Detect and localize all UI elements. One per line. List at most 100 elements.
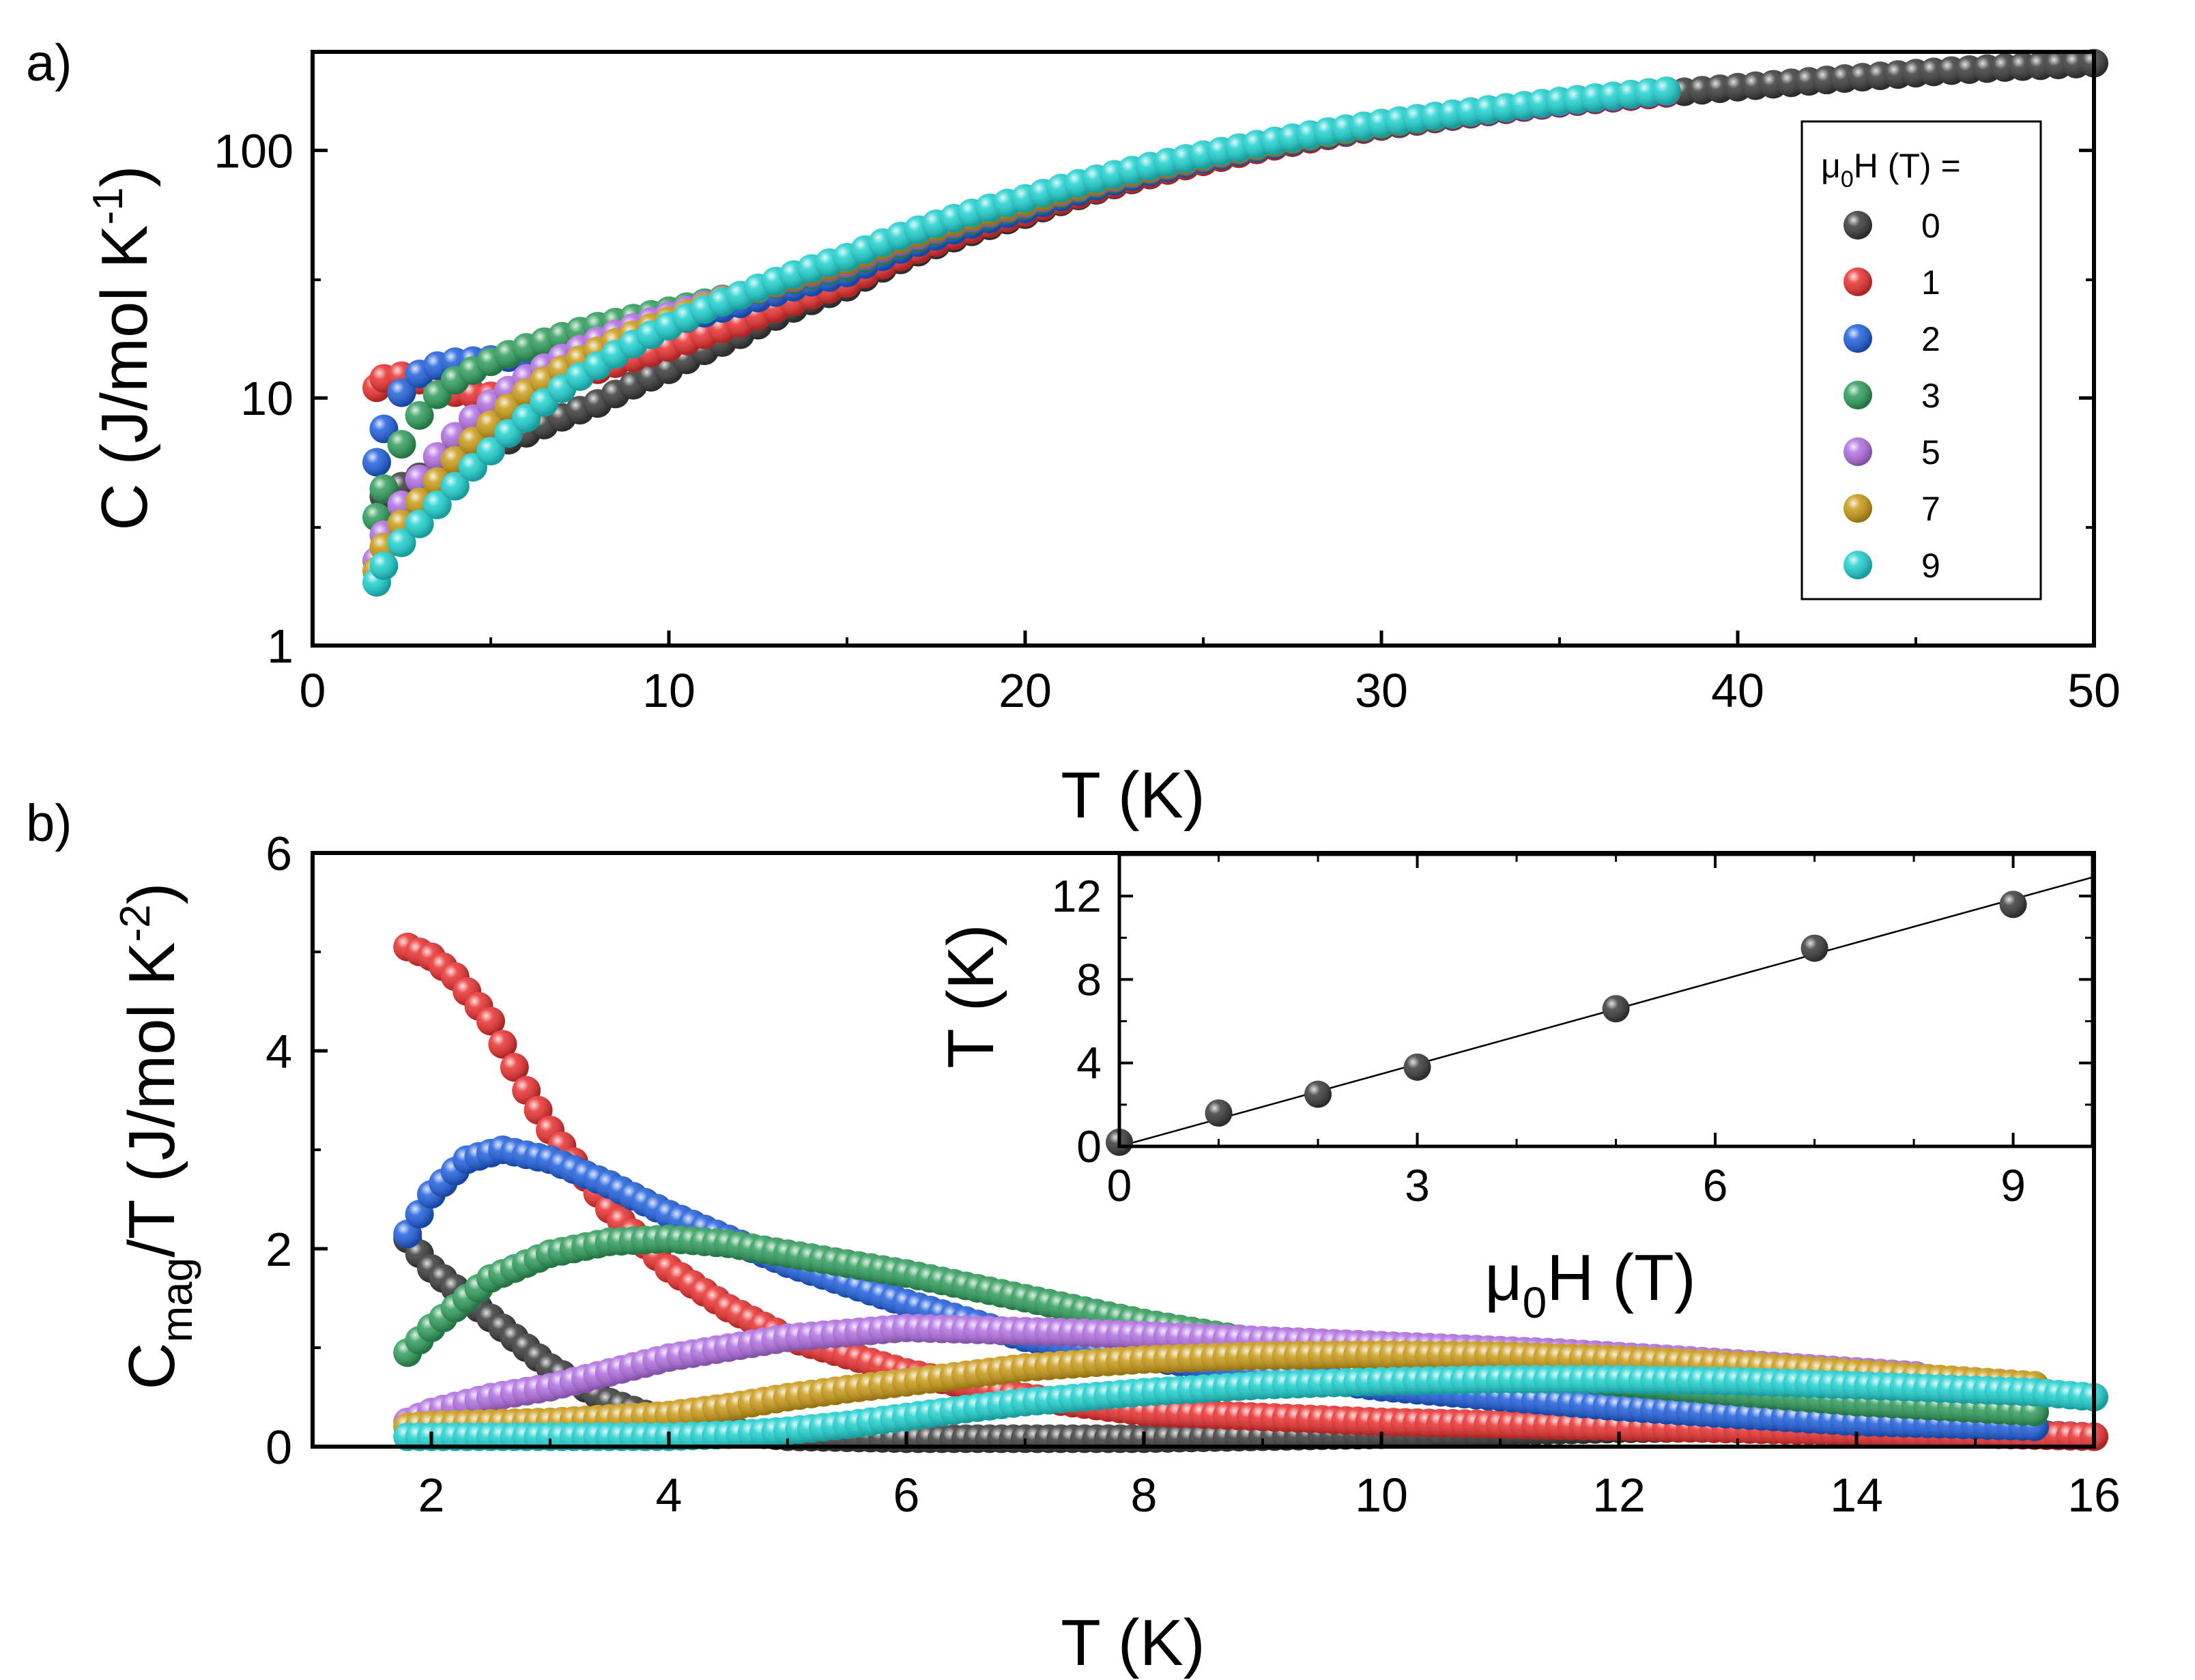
legend-label: 7 <box>1921 490 1940 528</box>
panel-a-xlabel: T (K) <box>1061 759 1205 832</box>
inset-point-shade <box>1304 1080 1332 1108</box>
b-point-shade <box>500 1053 529 1082</box>
b-xtick-label: 10 <box>1355 1468 1408 1522</box>
a-ytick-label: 1 <box>267 620 293 673</box>
b-xtick-label: 16 <box>2067 1468 2121 1522</box>
legend-title: μ0H (T) = <box>1821 147 1961 192</box>
b-xtick-label: 6 <box>893 1468 920 1522</box>
b-point <box>488 1030 517 1059</box>
legend-label: 9 <box>1921 547 1940 585</box>
legend-item-2: 2 <box>1843 320 1940 358</box>
inset-point <box>1304 1080 1332 1108</box>
legend-marker <box>1843 551 1872 579</box>
inset-point-shade <box>1999 890 2027 918</box>
legend-item-1: 1 <box>1843 263 1940 302</box>
panel-a-letter: a) <box>26 34 72 92</box>
a-xtick-label: 50 <box>2067 664 2121 717</box>
legend-label: 2 <box>1921 320 1940 358</box>
b-xtick-label: 8 <box>1131 1468 1158 1522</box>
legend-marker-shade <box>1843 267 1872 296</box>
legend-marker <box>1843 437 1872 466</box>
inset-point <box>1205 1099 1233 1127</box>
panel-a-ylabel: C (J/mol K-1) <box>85 165 161 530</box>
a-point-shade <box>440 472 470 501</box>
a-ytick-label: 100 <box>214 124 293 177</box>
legend-marker-shade <box>1843 381 1872 409</box>
legend-item-9: 9 <box>1843 547 1940 585</box>
panel-b-letter: b) <box>26 794 72 852</box>
a-series-3 <box>362 77 1681 532</box>
inset-point <box>1602 995 1630 1023</box>
inset-point <box>1801 934 1828 962</box>
a-xtick-label: 40 <box>1711 664 1764 717</box>
a-point-shade <box>362 448 391 477</box>
a-point-shade <box>476 437 505 466</box>
inset-xlabel: μ0H (T) <box>1484 1241 1695 1327</box>
legend-marker <box>1843 324 1872 353</box>
legend-marker-shade <box>1843 324 1872 353</box>
panel-b-ylabel: Cmag/T (J/mol K-2) <box>112 882 201 1389</box>
inset-point-shade <box>1602 995 1630 1023</box>
inset-point <box>1999 890 2027 918</box>
a-point <box>1652 76 1681 106</box>
a-xtick-label: 0 <box>300 664 326 717</box>
a-xtick-label: 10 <box>642 664 695 717</box>
b-xtick-label: 4 <box>656 1468 683 1522</box>
legend-item-7: 7 <box>1843 490 1940 528</box>
b-xtick-label: 14 <box>1830 1468 1883 1522</box>
b-point <box>500 1053 529 1082</box>
legend-label: 1 <box>1921 263 1940 302</box>
a-point <box>362 448 391 477</box>
inset-ytick-label: 4 <box>1076 1038 1102 1088</box>
a-point-shade <box>405 401 434 430</box>
a-point <box>369 551 399 581</box>
a-point-shade <box>405 509 434 538</box>
inset-point-shade <box>1801 934 1828 962</box>
b-ytick-label: 0 <box>266 1421 292 1474</box>
a-point <box>422 490 452 519</box>
legend-marker <box>1843 211 1872 240</box>
a-xtick-label: 20 <box>999 664 1052 717</box>
b-point <box>476 1006 505 1036</box>
a-point-shade <box>369 551 399 581</box>
a-xtick-label: 30 <box>1355 664 1408 717</box>
b-ytick-label: 6 <box>266 827 292 880</box>
legend-label: 5 <box>1921 433 1940 472</box>
a-point <box>387 378 416 407</box>
b-xtick-label: 2 <box>418 1468 445 1522</box>
legend-marker <box>1843 267 1872 296</box>
b-ytick-label: 2 <box>266 1223 292 1276</box>
legend-marker-shade <box>1843 211 1872 240</box>
b-point-shade <box>476 1006 505 1036</box>
a-point <box>387 430 416 459</box>
a-point-shade <box>1652 76 1681 106</box>
legend-marker-shade <box>1843 494 1872 523</box>
legend-marker <box>1843 381 1872 409</box>
legend-marker-shade <box>1843 437 1872 466</box>
inset-xtick-label: 6 <box>1703 1160 1728 1211</box>
inset-xtick-label: 0 <box>1107 1160 1132 1211</box>
a-point <box>405 509 434 538</box>
a-ytick-label: 10 <box>240 372 293 425</box>
a-point <box>440 472 470 501</box>
panel-a-series <box>362 48 2108 597</box>
a-point <box>387 528 416 557</box>
b-ytick-label: 4 <box>266 1025 292 1078</box>
inset-xtick-label: 3 <box>1405 1160 1430 1211</box>
inset-point-shade <box>1205 1099 1233 1127</box>
panel-b-series <box>393 932 2108 1453</box>
a-series-9 <box>362 76 1681 597</box>
legend-marker <box>1843 494 1872 523</box>
legend-marker-shade <box>1843 551 1872 579</box>
inset-point-shade <box>1403 1053 1431 1081</box>
legend-label: 0 <box>1921 207 1940 245</box>
inset-ytick-label: 0 <box>1076 1121 1102 1172</box>
a-point <box>476 437 505 466</box>
legend-item-0: 0 <box>1843 207 1940 245</box>
